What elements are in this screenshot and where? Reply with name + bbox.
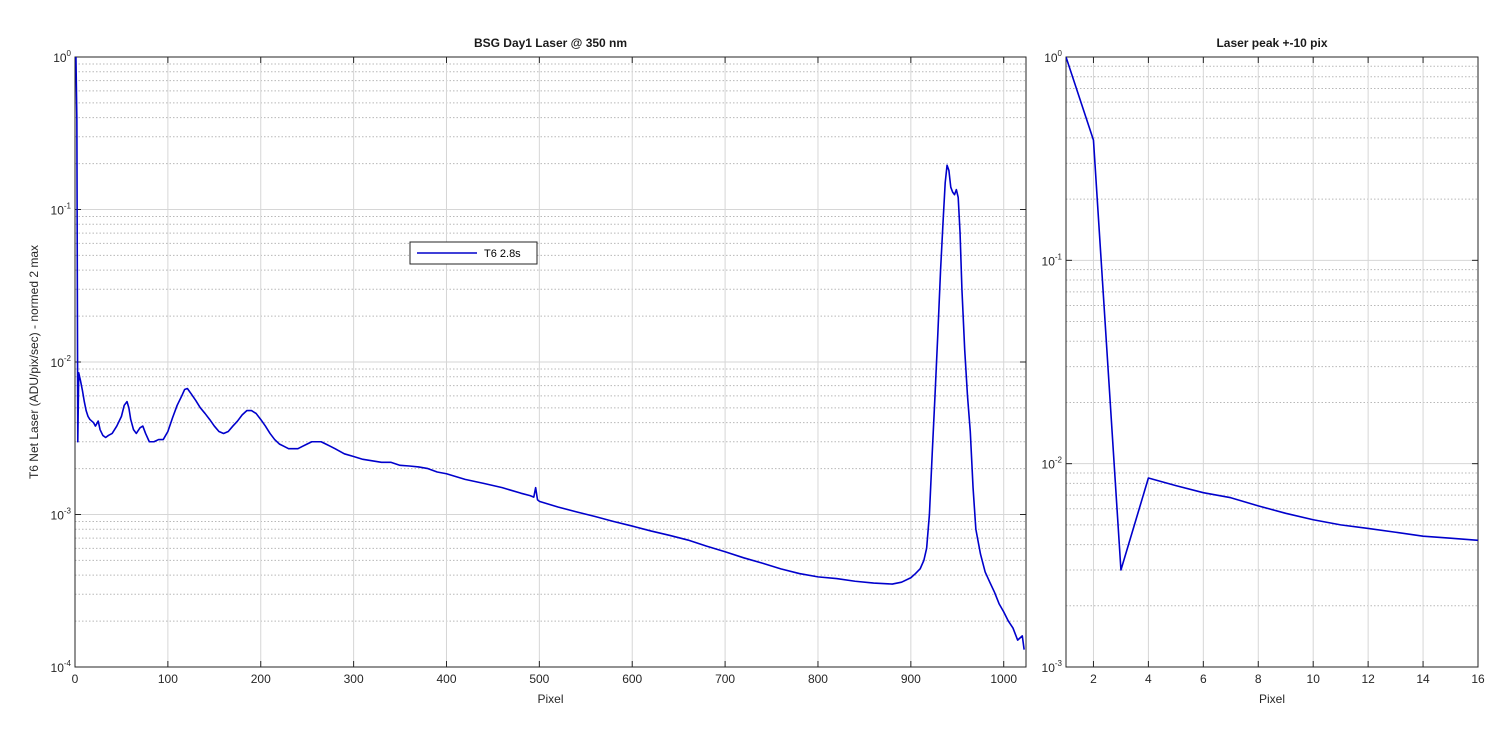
y-tick-exponent: -3	[1055, 659, 1063, 668]
x-tick-label: 200	[251, 672, 271, 686]
y-tick-mantissa: 10	[1042, 458, 1056, 472]
y-tick-label: 10-2	[1042, 456, 1063, 472]
x-axis-label: Pixel	[537, 692, 563, 706]
x-tick-label: 0	[72, 672, 79, 686]
legend: T6 2.8s	[409, 241, 538, 265]
y-tick-label: 10-3	[1042, 659, 1063, 675]
y-tick-mantissa: 10	[53, 51, 67, 65]
x-tick-label: 500	[529, 672, 549, 686]
y-tick-mantissa: 10	[1042, 254, 1056, 268]
x-tick-label: 14	[1416, 672, 1430, 686]
y-axis-label: T6 Net Laser (ADU/pix/sec) - normed 2 ma…	[27, 245, 41, 479]
y-tick-label: 10-1	[51, 202, 72, 218]
x-tick-label: 600	[622, 672, 642, 686]
y-tick-exponent: -4	[64, 659, 72, 668]
legend-entry: T6 2.8s	[484, 248, 521, 260]
x-tick-label: 900	[901, 672, 921, 686]
y-tick-exponent: 0	[1058, 49, 1063, 58]
y-tick-exponent: 0	[67, 49, 72, 58]
y-tick-label: 10-2	[51, 354, 72, 370]
x-tick-label: 100	[158, 672, 178, 686]
x-tick-label: 300	[344, 672, 364, 686]
series-line	[1066, 57, 1478, 571]
y-tick-label: 100	[53, 49, 71, 65]
y-tick-exponent: -2	[64, 354, 72, 363]
y-tick-mantissa: 10	[51, 661, 65, 675]
y-tick-exponent: -1	[64, 202, 72, 211]
y-tick-exponent: -2	[1055, 456, 1063, 465]
y-tick-mantissa: 10	[51, 356, 65, 370]
y-tick-label: 100	[1044, 49, 1062, 65]
x-tick-label: 700	[715, 672, 735, 686]
main-chart: 0 100 200 300 400 500 600 700 800 900 100010-410-3…	[27, 36, 1027, 706]
y-tick-label: 10-1	[1042, 252, 1063, 268]
chart-title: BSG Day1 Laser @ 350 nm	[474, 36, 627, 50]
x-tick-label: 400	[436, 672, 456, 686]
y-tick-label: 10-4	[51, 659, 72, 675]
y-tick-mantissa: 10	[51, 509, 65, 523]
x-tick-label: 12	[1361, 672, 1375, 686]
axes-box	[1065, 56, 1479, 668]
x-tick-label: 16	[1471, 672, 1485, 686]
y-tick-mantissa: 10	[1042, 661, 1056, 675]
x-tick-label: 8	[1255, 672, 1262, 686]
x-tick-label: 6	[1200, 672, 1207, 686]
y-tick-mantissa: 10	[51, 204, 65, 218]
x-tick-label: 1000	[990, 672, 1017, 686]
x-tick-label: 800	[808, 672, 828, 686]
y-tick-exponent: -3	[64, 507, 72, 516]
x-axis-label: Pixel	[1259, 692, 1285, 706]
y-tick-exponent: -1	[1055, 252, 1063, 261]
series-line	[75, 57, 1025, 650]
x-tick-label: 4	[1145, 672, 1152, 686]
chart-title: Laser peak +-10 pix	[1216, 36, 1327, 50]
x-tick-label: 2	[1090, 672, 1097, 686]
plot-area	[1066, 57, 1478, 667]
y-tick-mantissa: 10	[1044, 51, 1058, 65]
x-tick-label: 10	[1307, 672, 1321, 686]
y-tick-label: 10-3	[51, 507, 72, 523]
